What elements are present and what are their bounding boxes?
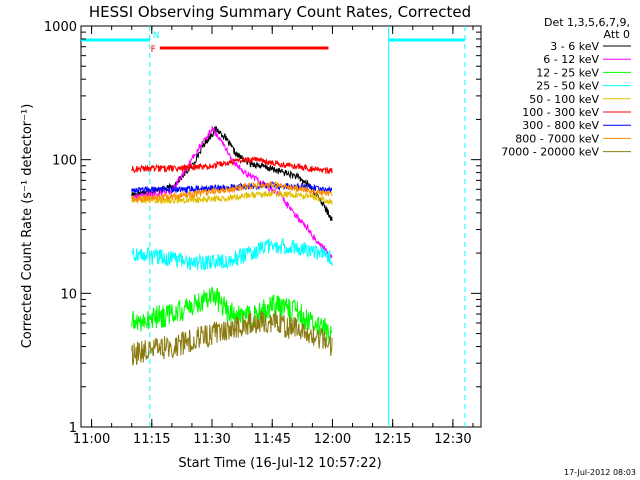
plot-frame (80, 25, 482, 428)
y-tick-label: 1000 (44, 20, 77, 35)
legend-label: 100 - 300 keV (522, 106, 599, 119)
legend-label: 7000 - 20000 keV (501, 146, 599, 159)
x-tick-label: 11:30 (193, 432, 230, 447)
footer-timestamp: 17-Jul-2012 08:03 (564, 468, 636, 477)
x-tick-label: 11:00 (73, 432, 110, 447)
legend-label: 50 - 100 keV (529, 93, 599, 106)
x-tick-label: 11:15 (133, 432, 170, 447)
legend-label: 300 - 800 keV (522, 119, 599, 132)
series-line-4 (131, 188, 333, 205)
series-line-2 (131, 286, 333, 345)
y-tick-label: 100 (52, 154, 77, 169)
legend-header-line-1: Det 1,3,5,6,7,9, (544, 16, 630, 29)
y-axis-label: Corrected Count Rate (s⁻¹ detector⁻¹) (20, 104, 35, 349)
x-tick-label: 12:30 (434, 432, 471, 447)
series-line-5 (131, 155, 333, 174)
flag-label: F (151, 45, 156, 55)
plot-area: FN 11:00 11:15 11:30 11:45 12:00 12:15 12:30 1 10… (44, 20, 482, 447)
y-tick-label: 1 (69, 421, 77, 436)
series-line-7 (131, 180, 333, 203)
series-line-8 (131, 310, 333, 366)
series-line-3 (131, 238, 333, 271)
legend-label: 25 - 50 keV (536, 80, 599, 93)
chart-title: HESSI Observing Summary Count Rates, Cor… (89, 3, 471, 21)
flag-label: N (153, 31, 160, 41)
legend-label: 3 - 6 keV (550, 40, 599, 53)
legend-label: 800 - 7000 keV (515, 132, 599, 145)
legend-label: 6 - 12 keV (543, 53, 599, 66)
legend-header: Det 1,3,5,6,7,9, Att 0 (544, 16, 630, 41)
legend-label: 12 - 25 keV (536, 66, 599, 79)
series-line-1 (131, 126, 333, 259)
x-axis-label: Start Time (16-Jul-12 10:57:22) (178, 456, 381, 471)
x-tick-label: 11:45 (254, 432, 291, 447)
series-line-0 (131, 125, 333, 221)
x-tick-label: 12:15 (374, 432, 411, 447)
y-tick-label: 10 (60, 287, 77, 302)
legend-header-line-2: Att 0 (604, 28, 630, 41)
x-tick-label: 12:00 (314, 432, 351, 447)
